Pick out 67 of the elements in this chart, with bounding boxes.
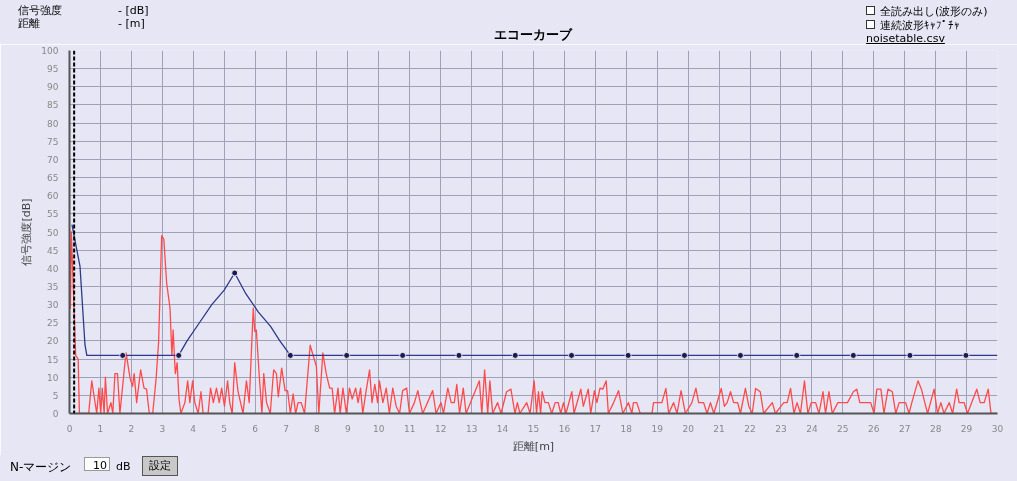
text: N-マージン <box>10 459 72 476</box>
y-tick-label: 85 <box>47 100 59 111</box>
y-tick-label: 30 <box>47 300 59 311</box>
text: 信号強度 <box>18 3 62 18</box>
x-tick-label: 17 <box>589 423 602 434</box>
text: 距離 <box>18 16 40 32</box>
x-tick-label: 4 <box>190 423 197 434</box>
text: 10 <box>84 457 110 472</box>
x-tick-label: 8 <box>314 423 321 434</box>
x-tick-label: 22 <box>744 423 756 434</box>
line-series <box>71 224 998 357</box>
y-tick-label: 35 <box>47 281 59 292</box>
y-tick-label: 0 <box>52 409 59 419</box>
y-tick-label: 20 <box>47 336 59 347</box>
x-tick-label: 2 <box>128 423 135 434</box>
text: 設定 <box>142 456 178 476</box>
x-tick-label: 11 <box>404 423 416 434</box>
x-tick-label: 20 <box>682 423 695 434</box>
text: 全読み出し(波形のみ) <box>880 4 988 20</box>
x-tick-label: 9 <box>345 423 352 434</box>
x-tick-label: 13 <box>465 423 478 434</box>
x-tick-label: 16 <box>558 423 571 434</box>
text: dB <box>116 459 131 475</box>
y-tick-label: 25 <box>47 318 59 329</box>
x-tick-label: 19 <box>651 423 664 434</box>
x-tick-label: 27 <box>898 423 911 434</box>
text: noisetable.csv <box>866 31 945 47</box>
x-tick-label: 18 <box>620 423 633 434</box>
x-tick-label: 5 <box>221 423 228 434</box>
y-tick-label: 50 <box>47 227 59 238</box>
y-tick-label: 95 <box>47 64 59 75</box>
x-tick-label: 7 <box>283 423 289 434</box>
x-tick-label: 29 <box>960 423 973 434</box>
y-tick-label: 80 <box>47 118 59 129</box>
y-axis-title: 信号強度[dB] <box>20 198 34 266</box>
y-tick-label: 60 <box>47 191 59 202</box>
y-tick-label: 55 <box>47 209 59 220</box>
text: - [dB] <box>118 3 149 19</box>
y-tick-label: 10 <box>47 372 59 383</box>
x-tick-label: 6 <box>252 423 259 434</box>
x-tick-label: 14 <box>496 423 509 434</box>
y-tick-label: 70 <box>47 154 59 165</box>
x-tick-label: 26 <box>868 423 880 434</box>
x-tick-label: 12 <box>434 423 447 434</box>
x-axis-title: 距離[m] <box>512 439 555 453</box>
x-tick-label: 1 <box>97 423 104 434</box>
x-tick-label: 10 <box>373 423 385 434</box>
text: - [m] <box>118 16 145 32</box>
y-tick-label: 75 <box>47 136 59 147</box>
y-tick-label: 65 <box>47 173 59 184</box>
x-tick-label: 0 <box>66 423 73 434</box>
y-tick-label: 45 <box>47 245 59 256</box>
chart-title: エコーカーブ <box>494 27 572 42</box>
x-tick-label: 25 <box>837 423 849 434</box>
x-tick-label: 15 <box>527 423 540 434</box>
x-tick-label: 30 <box>991 423 1004 434</box>
x-tick-label: 28 <box>929 423 942 434</box>
x-tick-label: 3 <box>159 423 166 434</box>
text: 連続波形ｷｬﾌﾟﾁｬ <box>880 18 960 34</box>
x-tick-label: 24 <box>806 423 818 434</box>
x-tick-label: 23 <box>775 423 787 434</box>
x-tick-label: 21 <box>713 423 725 434</box>
y-tick-label: 90 <box>47 82 59 93</box>
y-tick-label: 5 <box>52 390 59 401</box>
y-tick-label: 15 <box>47 354 59 365</box>
y-tick-label: 40 <box>47 263 59 274</box>
y-tick-label: 100 <box>41 46 59 56</box>
